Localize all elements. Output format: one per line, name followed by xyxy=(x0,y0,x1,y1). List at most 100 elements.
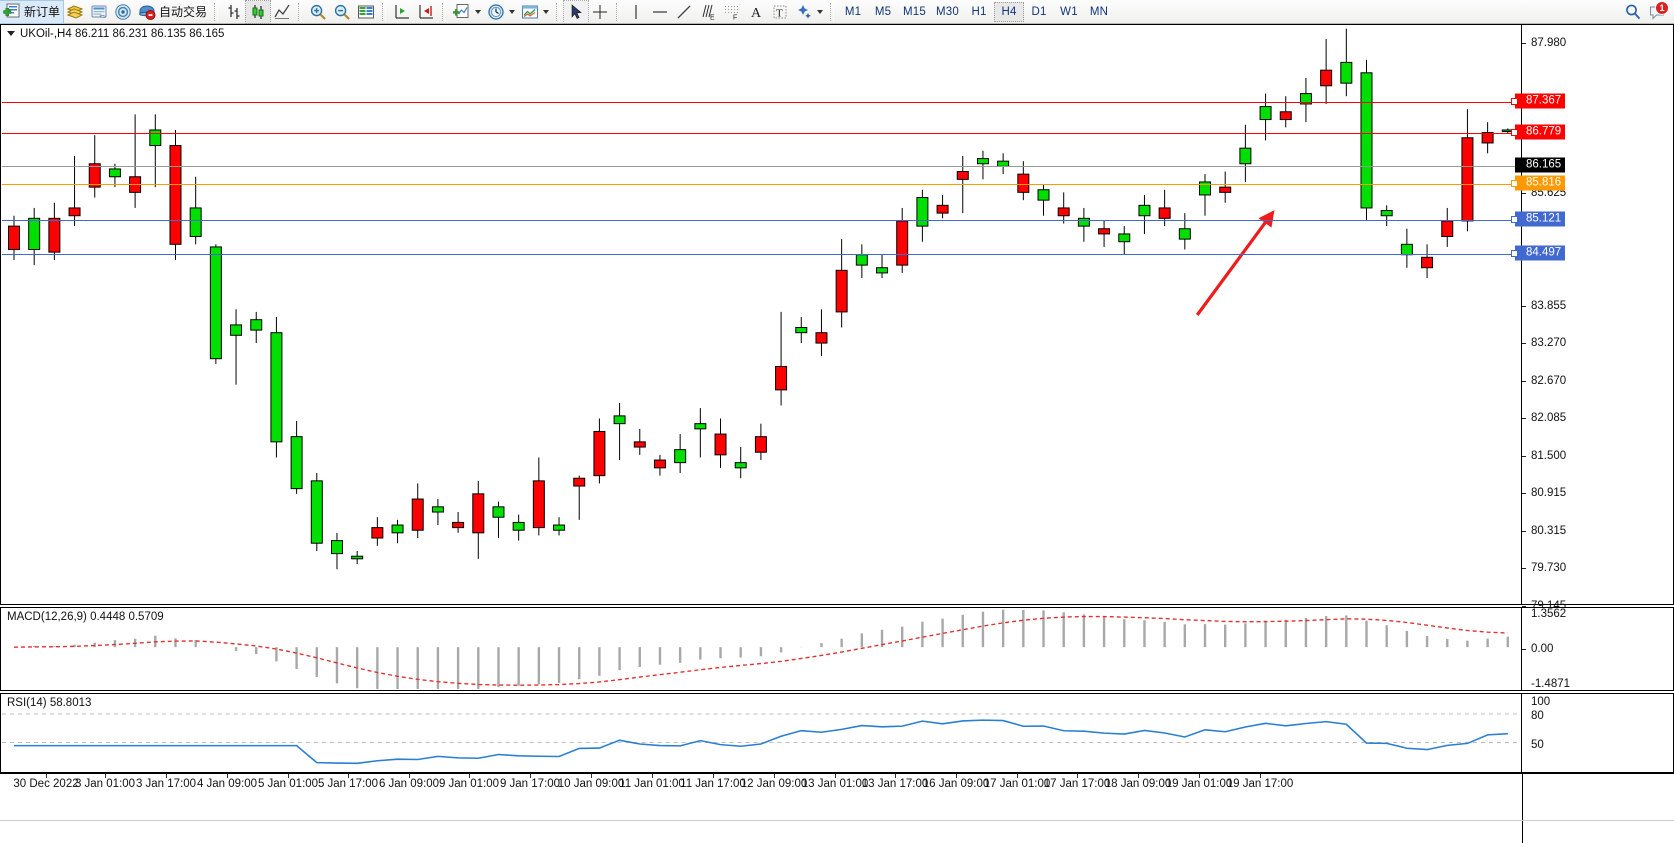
price-line-handle[interactable] xyxy=(1511,97,1518,105)
zoom-in-button[interactable] xyxy=(306,1,330,23)
vertical-line-tool-button[interactable] xyxy=(624,1,648,23)
chart-title: UKOil-,H4 86.211 86.231 86.135 86.165 xyxy=(7,28,224,40)
price-line-resistance-2[interactable] xyxy=(2,102,1520,103)
timeframe-h1[interactable]: H1 xyxy=(971,5,987,18)
time-label: 12 Jan 09:00 xyxy=(740,778,808,790)
rsi-tick: 80 xyxy=(1531,710,1544,722)
period-button[interactable] xyxy=(484,1,518,23)
timeframe-mn[interactable]: MN xyxy=(1089,5,1109,18)
svg-text:T: T xyxy=(776,7,783,19)
price-line-handle[interactable] xyxy=(1511,249,1518,257)
price-label-last-price[interactable]: 86.165 xyxy=(1515,157,1566,173)
data-window-button[interactable] xyxy=(354,1,378,23)
price-line-handle[interactable] xyxy=(1511,128,1518,136)
price-line-resistance-1[interactable] xyxy=(2,133,1520,134)
crosshair-tool-button[interactable] xyxy=(588,1,612,23)
time-tick xyxy=(288,774,289,778)
text-tool-button[interactable]: A xyxy=(744,1,768,23)
shift-end-button[interactable] xyxy=(390,1,414,23)
price-label-resistance-1[interactable]: 86.779 xyxy=(1511,124,1566,140)
price-plot[interactable] xyxy=(2,26,1520,603)
time-tick xyxy=(227,774,228,778)
rsi-title: RSI(14) 58.8013 xyxy=(7,697,92,709)
price-label-pivot[interactable]: 85.816 xyxy=(1511,175,1566,191)
price-label-support-1[interactable]: 85.121 xyxy=(1511,211,1566,227)
bar-chart-button[interactable] xyxy=(222,1,246,23)
search-icon[interactable] xyxy=(1624,3,1642,21)
time-tick xyxy=(348,774,349,778)
time-label: 17 Jan 01:00 xyxy=(983,778,1051,790)
new-order-button[interactable]: 新订单 xyxy=(0,0,65,24)
rsi-series xyxy=(2,713,1520,765)
price-line-support-1[interactable] xyxy=(2,220,1520,221)
toolbar-right-group: 1 xyxy=(1624,0,1674,21)
candlestick-chart-button[interactable] xyxy=(245,0,272,24)
price-label-resistance-2[interactable]: 87.367 xyxy=(1511,93,1566,109)
time-label: 4 Jan 09:00 xyxy=(196,778,258,790)
zoom-out-button[interactable] xyxy=(330,1,354,23)
timeframe-d1[interactable]: D1 xyxy=(1031,5,1047,18)
channel-tool-button[interactable]: F xyxy=(720,1,744,23)
price-label-text: 87.367 xyxy=(1526,94,1562,107)
time-axis[interactable]: 30 Dec 2022 3 Jan 01:00 3 Jan 17:00 4 Jan 0… xyxy=(0,773,1674,843)
time-label: 6 Jan 09:00 xyxy=(378,778,440,790)
text-icon: A xyxy=(751,6,762,21)
templates-icon xyxy=(522,5,539,18)
text-label-tool-button[interactable]: T xyxy=(768,1,792,23)
chevron-down-icon[interactable] xyxy=(7,31,15,37)
macd-tick: 0.00 xyxy=(1522,643,1553,655)
price-line-handle[interactable] xyxy=(1511,215,1518,223)
timeframe-m30[interactable]: M30 xyxy=(936,5,959,18)
price-label-support-2[interactable]: 84.497 xyxy=(1511,245,1566,261)
auto-scroll-icon xyxy=(419,4,434,19)
price-line-support-2[interactable] xyxy=(2,254,1520,255)
price-line-handle[interactable] xyxy=(1511,179,1518,187)
time-label: 19 Jan 17:00 xyxy=(1226,778,1294,790)
chevron-down-icon xyxy=(817,9,824,14)
trendline-tool-button[interactable] xyxy=(672,1,696,23)
price-label-text: 85.121 xyxy=(1526,212,1562,225)
price-line-pivot[interactable] xyxy=(2,184,1520,185)
notification-count: 1 xyxy=(1655,0,1669,15)
bullish-arrow-annotation[interactable] xyxy=(2,26,1520,603)
fibo-icon: E xyxy=(702,4,715,21)
indicators-button[interactable] xyxy=(450,1,484,23)
time-axis-divider xyxy=(0,820,1674,821)
shapes-tool-button[interactable] xyxy=(792,1,826,23)
timeframe-m1[interactable]: M1 xyxy=(844,5,862,18)
time-tick xyxy=(956,774,957,778)
auto-trading-icon xyxy=(139,4,156,20)
horizontal-line-tool-button[interactable] xyxy=(648,1,672,23)
auto-scroll-button[interactable] xyxy=(414,1,438,23)
timeframe-m5[interactable]: M5 xyxy=(874,5,892,18)
rsi-plot[interactable] xyxy=(2,695,1520,771)
timeframe-m15[interactable]: M15 xyxy=(903,5,927,18)
trendline-icon xyxy=(677,5,691,18)
signals-button[interactable] xyxy=(111,1,135,23)
auto-trading-button[interactable]: 自动交易 xyxy=(135,1,210,23)
candlestick-chart-icon xyxy=(252,4,264,19)
fibonacci-tool-button[interactable]: E xyxy=(696,1,720,23)
time-label: 18 Jan 09:00 xyxy=(1104,778,1172,790)
time-tick xyxy=(835,774,836,778)
price-pane[interactable]: UKOil-,H4 86.211 86.231 86.135 86.165 87… xyxy=(0,24,1674,724)
time-tick xyxy=(591,774,592,778)
cursor-tool-button[interactable] xyxy=(563,0,590,24)
profiles-icon xyxy=(66,4,84,19)
rsi-pane[interactable]: RSI(14) 58.8013 100 80 50 xyxy=(0,693,1674,773)
macd-pane[interactable]: MACD(12,26,9) 0.4448 0.5709 1.3562 0.00 -1… xyxy=(0,607,1674,691)
price-axis[interactable]: 87.980 85.625 83.855 83.270 82.670 82.085 81.5… xyxy=(1511,25,1673,724)
timeframe-h4[interactable]: H4 xyxy=(994,1,1024,22)
templates-button[interactable] xyxy=(518,1,552,23)
line-chart-button[interactable] xyxy=(270,1,294,23)
svg-text:E: E xyxy=(710,14,715,21)
macd-plot[interactable] xyxy=(2,609,1520,689)
notification-button[interactable]: 1 xyxy=(1648,0,1669,21)
terminal-button[interactable] xyxy=(87,1,111,23)
price-line-last-price[interactable] xyxy=(2,166,1520,167)
profiles-button[interactable] xyxy=(63,1,87,23)
chart-area: UKOil-,H4 86.211 86.231 86.135 86.165 87… xyxy=(0,24,1674,843)
timeframe-w1[interactable]: W1 xyxy=(1060,5,1078,18)
rsi-tick: 100 xyxy=(1531,696,1551,708)
time-label: 19 Jan 01:00 xyxy=(1165,778,1233,790)
